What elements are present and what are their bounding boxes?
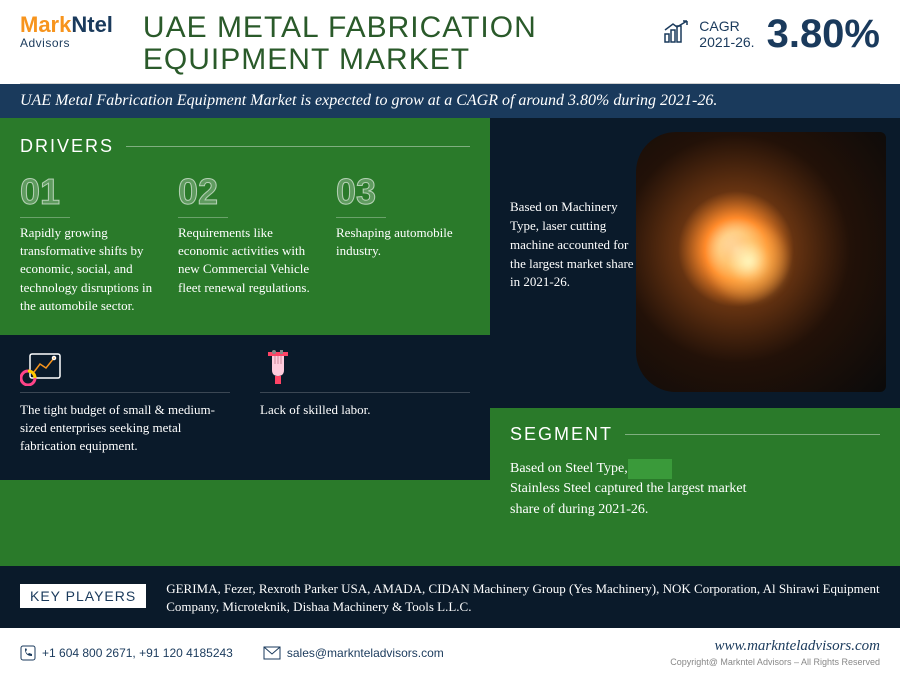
phone-contact: +1 604 800 2671, +91 120 4185243 — [20, 645, 233, 661]
main-content: DRIVERS 01 Rapidly growing transformativ… — [0, 118, 900, 566]
segment-line1: Based on Steel Type, — [510, 459, 628, 479]
segment-heading-text: SEGMENT — [510, 424, 613, 445]
challenge-text: Lack of skilled labor. — [260, 401, 470, 419]
drivers-heading: DRIVERS — [20, 136, 470, 157]
machinery-insight-text: Based on Machinery Type, laser cutting m… — [510, 198, 645, 292]
email-icon — [263, 646, 281, 660]
driver-item: 03 Reshaping automobile industry. — [336, 171, 470, 315]
logo-mark: Mark — [20, 12, 71, 37]
driver-text: Rapidly growing transformative shifts by… — [20, 224, 154, 315]
phone-text: +1 604 800 2671, +91 120 4185243 — [42, 646, 233, 660]
segment-rest: Stainless Steel captured the largest mar… — [510, 481, 747, 516]
cagr-block: CAGR 2021-26. 3.80% — [663, 12, 880, 57]
drivers-row: 01 Rapidly growing transformative shifts… — [20, 171, 470, 315]
logo-main: MarkNtel — [20, 12, 113, 38]
header: MarkNtel Advisors UAE METAL FABRICATION … — [0, 0, 900, 83]
cagr-value: 3.80% — [767, 12, 880, 57]
challenges-row: The tight budget of small & medium-sized… — [0, 335, 490, 480]
driver-item: 01 Rapidly growing transformative shifts… — [20, 171, 154, 315]
key-players-text: GERIMA, Fezer, Rexroth Parker USA, AMADA… — [166, 580, 880, 616]
challenge-text: The tight budget of small & medium-sized… — [20, 401, 230, 456]
right-top: Based on Machinery Type, laser cutting m… — [490, 118, 900, 408]
cagr-label-top: CAGR — [699, 19, 754, 34]
driver-number: 03 — [336, 171, 386, 218]
segment-panel: SEGMENT Based on Steel Type, Stainless S… — [490, 408, 900, 566]
email-contact: sales@marknteladvisors.com — [263, 646, 444, 660]
welding-photo — [636, 132, 886, 392]
right-panel: Based on Machinery Type, laser cutting m… — [490, 118, 900, 566]
logo-ntel: Ntel — [71, 12, 113, 37]
driver-number: 01 — [20, 171, 70, 218]
infographic-page: MarkNtel Advisors UAE METAL FABRICATION … — [0, 0, 900, 660]
left-panel: DRIVERS 01 Rapidly growing transformativ… — [0, 118, 490, 566]
key-players-bar: KEY PLAYERS GERIMA, Fezer, Rexroth Parke… — [0, 566, 900, 628]
challenge-item: Lack of skilled labor. — [260, 353, 470, 456]
labor-hand-icon — [260, 353, 470, 393]
driver-item: 02 Requirements like economic activities… — [178, 171, 312, 315]
key-players-label: KEY PLAYERS — [20, 584, 146, 608]
segment-text: Based on Steel Type, Stainless Steel cap… — [510, 459, 770, 520]
footer-copyright: Copyright@ Markntel Advisors – All Right… — [670, 657, 880, 667]
footer-right: www.marknteladvisors.com Copyright@ Mark… — [670, 638, 880, 667]
email-text: sales@marknteladvisors.com — [287, 646, 444, 660]
segment-heading: SEGMENT — [510, 424, 880, 445]
drivers-heading-text: DRIVERS — [20, 136, 114, 157]
cagr-label-bottom: 2021-26. — [699, 35, 754, 50]
title-block: UAE METAL FABRICATION EQUIPMENT MARKET — [143, 12, 663, 75]
logo: MarkNtel Advisors — [20, 12, 113, 50]
subtitle-bar: UAE Metal Fabrication Equipment Market i… — [0, 84, 900, 118]
footer-url: www.marknteladvisors.com — [670, 638, 880, 655]
challenge-item: The tight budget of small & medium-sized… — [20, 353, 230, 456]
phone-icon — [20, 645, 36, 661]
footer: +1 604 800 2671, +91 120 4185243 sales@m… — [0, 628, 900, 673]
cagr-label: CAGR 2021-26. — [699, 19, 754, 50]
logo-sub: Advisors — [20, 36, 113, 50]
heading-line — [126, 146, 470, 147]
chart-growth-icon — [663, 20, 691, 49]
driver-number: 02 — [178, 171, 228, 218]
heading-line — [625, 434, 880, 435]
driver-text: Requirements like economic activities wi… — [178, 224, 312, 297]
budget-chart-icon — [20, 353, 230, 393]
driver-text: Reshaping automobile industry. — [336, 224, 470, 260]
page-title: UAE METAL FABRICATION EQUIPMENT MARKET — [143, 12, 663, 75]
